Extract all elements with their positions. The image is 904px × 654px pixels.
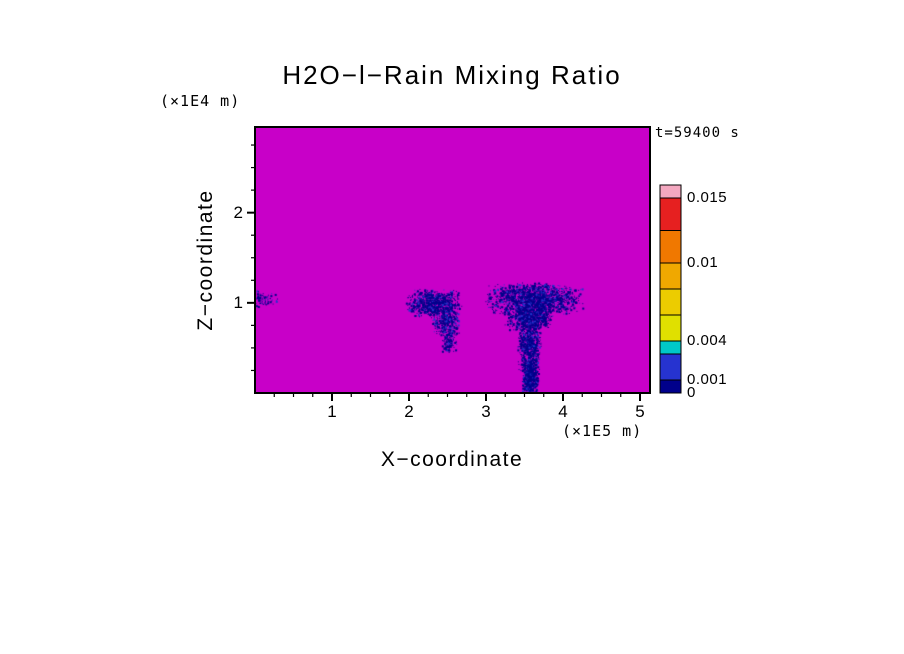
time-label: t=59400 s: [655, 125, 740, 141]
chart-title: H2O−l−Rain Mixing Ratio: [282, 60, 622, 90]
rain-field-canvas: [255, 127, 650, 393]
colorbar-segment: [659, 197, 682, 231]
colorbar-tick-label: 0.004: [687, 332, 728, 349]
x-tick-label: 3: [481, 402, 491, 421]
colorbar-segment: [659, 353, 682, 381]
colorbar-segment: [659, 288, 682, 316]
colorbar-segment: [659, 340, 682, 355]
plot-area: [255, 127, 650, 393]
z-tick-label: 2: [233, 202, 243, 222]
z-tick-label: 1: [233, 292, 243, 312]
colorbar-tick-label: 0.015: [687, 189, 728, 206]
x-tick-label: 5: [635, 402, 645, 421]
colorbar-segment: [659, 262, 682, 290]
colorbar-tick-label: 0.01: [687, 254, 719, 271]
colorbar-tick-label: 0: [687, 384, 696, 401]
x-tick-label: 4: [558, 402, 568, 421]
colorbar-segment: [659, 184, 682, 199]
x-tick-label: 1: [327, 402, 337, 421]
x-axis-unit-label: (×1E5 m): [562, 422, 643, 440]
z-axis-unit-label: (×1E4 m): [160, 92, 241, 110]
colorbar-tick-label: 0.001: [687, 371, 728, 388]
colorbar-segment: [659, 379, 682, 394]
x-tick-label: 2: [404, 402, 414, 421]
colorbar-segment: [659, 314, 682, 342]
x-axis-title: X−coordinate: [380, 448, 524, 471]
colorbar-segment: [659, 230, 682, 264]
